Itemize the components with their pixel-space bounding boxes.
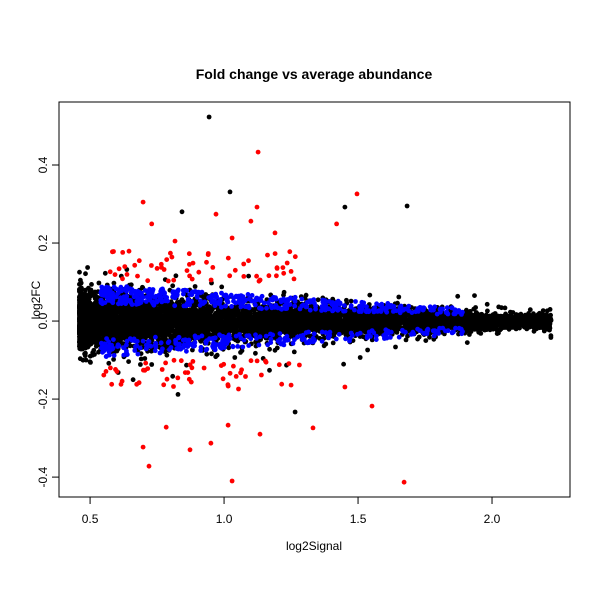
data-point-not_significant <box>204 351 210 357</box>
data-point-not_significant <box>170 283 176 289</box>
data-point-not_significant <box>365 347 370 353</box>
data-point-not_significant <box>93 343 99 349</box>
data-point-not_significant <box>192 284 198 289</box>
data-point-not_significant <box>226 345 232 351</box>
data-point-not_significant <box>98 336 103 341</box>
data-point-not_significant <box>111 280 117 286</box>
data-point-not_significant <box>173 273 179 279</box>
data-point-not_significant <box>246 273 252 279</box>
data-point-not_significant <box>77 287 82 293</box>
data-point-not_significant <box>146 333 152 339</box>
data-point-not_significant <box>83 271 88 277</box>
data-point-not_significant <box>502 305 508 311</box>
data-point-not_significant <box>281 292 286 298</box>
data-point-not_significant <box>306 333 312 338</box>
points-layer <box>77 114 554 485</box>
data-point-not_significant <box>405 333 410 339</box>
data-point-not_significant <box>180 311 186 317</box>
data-point-not_significant <box>393 344 398 350</box>
data-point-not_significant <box>330 340 336 346</box>
data-point-not_significant <box>127 343 133 349</box>
data-point-not_significant <box>357 355 363 360</box>
data-point-not_significant <box>267 367 272 373</box>
data-point-not_significant <box>472 326 478 332</box>
data-point-not_significant <box>164 352 170 358</box>
data-point-not_significant <box>96 280 102 286</box>
data-point-not_significant <box>267 346 272 352</box>
data-point-not_significant <box>83 287 88 293</box>
data-point-not_significant <box>243 311 249 316</box>
data-point-not_significant <box>179 297 185 302</box>
data-point-not_significant <box>464 340 470 345</box>
data-point-not_significant <box>78 277 83 283</box>
data-point-not_significant <box>341 361 346 367</box>
data-point-not_significant <box>89 282 94 287</box>
data-point-not_significant <box>260 328 266 333</box>
data-point-not_significant <box>291 349 297 355</box>
data-point-not_significant <box>102 270 108 276</box>
data-point-not_significant <box>83 350 88 356</box>
data-point-not_significant <box>478 331 484 336</box>
data-point-not_significant <box>403 337 409 343</box>
data-point-not_significant <box>149 362 155 367</box>
data-point-not_significant <box>396 294 402 300</box>
data-point-not_significant <box>232 355 238 360</box>
data-point-not_significant <box>190 347 195 353</box>
data-point-not_significant <box>138 356 144 362</box>
data-point-not_significant <box>111 357 116 362</box>
data-point-not_significant <box>126 359 131 364</box>
data-point-not_significant <box>360 334 366 340</box>
data-point-not_significant <box>184 362 189 368</box>
data-point-not_significant <box>77 281 82 287</box>
data-point-not_significant <box>88 287 94 293</box>
data-point-not_significant <box>548 333 554 339</box>
data-point-not_significant <box>85 265 90 270</box>
data-point-not_significant <box>170 373 176 379</box>
data-point-not_significant <box>209 351 214 357</box>
data-point-not_significant <box>85 344 91 350</box>
data-point-not_significant <box>367 292 373 298</box>
data-point-not_significant <box>140 284 145 290</box>
data-point-not_significant <box>138 362 143 367</box>
data-point-not_significant <box>415 336 420 342</box>
data-point-not_significant <box>214 352 220 358</box>
data-point-not_significant <box>219 284 225 290</box>
data-point-not_significant <box>310 321 316 327</box>
chart-title: Fold change vs average abundance <box>196 66 433 82</box>
data-point-not_significant <box>130 377 136 383</box>
data-point-not_significant <box>485 308 490 314</box>
data-point-not_significant <box>484 301 490 307</box>
data-point-not_significant <box>540 308 546 313</box>
data-point-not_significant <box>91 347 97 353</box>
